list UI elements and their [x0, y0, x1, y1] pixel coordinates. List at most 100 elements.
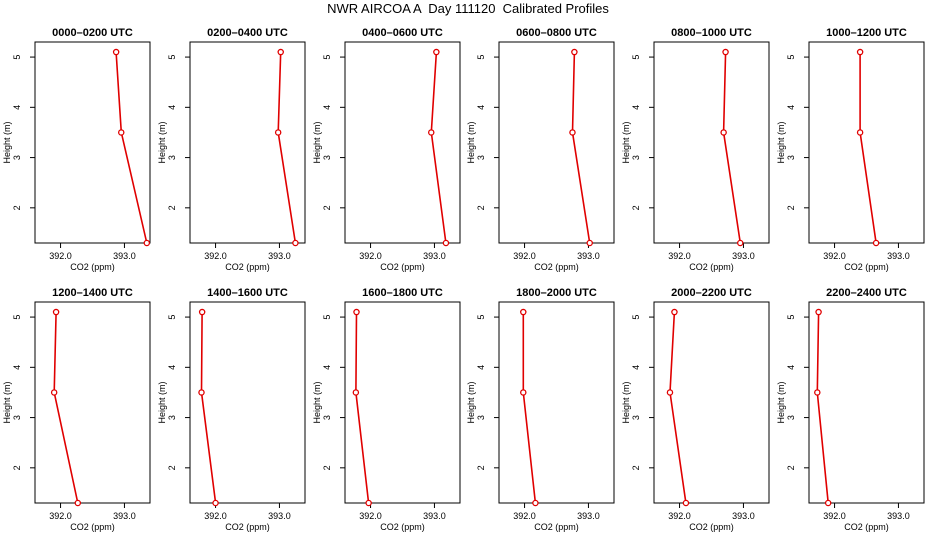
profile-point [442, 239, 450, 247]
profile-point [433, 48, 440, 56]
profile-line [722, 52, 742, 244]
x-tick-label: 393.0 [423, 511, 446, 521]
x-tick-label: 392.0 [823, 511, 846, 521]
panel-title: 1400–1600 UTC [207, 287, 288, 299]
y-tick-label: 5 [476, 55, 486, 60]
y-tick-label: 4 [167, 105, 177, 110]
y-tick-label: 5 [322, 55, 332, 60]
profile-line [816, 312, 829, 504]
profile-point [352, 389, 360, 396]
y-tick-label: 3 [786, 415, 796, 420]
plot-frame [344, 301, 461, 504]
y-tick-label: 4 [167, 365, 177, 370]
x-tick-label: 393.0 [732, 511, 755, 521]
y-axis-label: Height (m) [776, 121, 786, 163]
y-tick-label: 4 [786, 105, 796, 110]
profile-point [824, 499, 832, 507]
profile-line [277, 52, 297, 244]
panel-title: 0800–1000 UTC [671, 27, 752, 39]
y-tick-label: 2 [12, 465, 22, 470]
y-axis-label: Height (m) [157, 381, 167, 423]
profile-line [859, 52, 877, 244]
y-tick-label: 4 [631, 105, 641, 110]
plot-frame [808, 301, 925, 504]
plot-frame [34, 301, 151, 504]
y-axis-label: Height (m) [466, 381, 476, 423]
profile-point [212, 499, 219, 507]
profile-point [50, 389, 58, 396]
x-tick-label: 393.0 [887, 511, 910, 521]
profile-point [532, 499, 539, 507]
y-tick-label: 3 [167, 155, 177, 160]
x-tick-label: 393.0 [577, 251, 600, 261]
y-tick-label: 3 [12, 415, 22, 420]
y-tick-label: 4 [476, 105, 486, 110]
y-tick-label: 3 [476, 415, 486, 420]
y-tick-label: 5 [786, 55, 796, 60]
profile-point [74, 499, 82, 507]
panel-title: 1000–1200 UTC [826, 27, 907, 39]
x-tick-label: 392.0 [204, 251, 227, 261]
y-tick-label: 5 [786, 315, 796, 320]
y-axis-label: Height (m) [621, 381, 631, 423]
x-axis-label: CO2 (ppm) [380, 522, 425, 532]
y-axis-label: Height (m) [621, 121, 631, 163]
plot-frame [189, 301, 306, 504]
y-tick-label: 3 [322, 415, 332, 420]
y-tick-label: 4 [322, 365, 332, 370]
profile-point [856, 48, 864, 56]
profile-point [586, 239, 593, 247]
y-tick-label: 5 [167, 315, 177, 320]
x-axis-label: CO2 (ppm) [70, 522, 115, 532]
panel-title: 0400–0600 UTC [362, 27, 443, 39]
profile-point [737, 239, 744, 247]
profile-line [115, 52, 148, 244]
x-tick-label: 392.0 [513, 251, 536, 261]
x-tick-label: 393.0 [113, 251, 136, 261]
y-tick-label: 2 [322, 205, 332, 210]
plot-frame [189, 41, 306, 244]
profile-point [292, 239, 299, 247]
y-axis-label: Height (m) [312, 121, 322, 163]
y-tick-label: 2 [167, 465, 177, 470]
profile-point [198, 308, 206, 316]
profile-line [669, 312, 687, 504]
profile-line [430, 52, 447, 244]
panel-title: 0600–0800 UTC [516, 27, 597, 39]
plot-frame [34, 41, 151, 244]
panel-title: 1800–2000 UTC [516, 287, 597, 299]
y-tick-label: 3 [12, 155, 22, 160]
y-tick-label: 4 [476, 365, 486, 370]
profile-point [365, 499, 372, 507]
profile-point [520, 389, 527, 396]
profile-point [856, 129, 864, 136]
y-tick-label: 5 [12, 55, 22, 60]
profile-line [571, 52, 591, 244]
panel-title: 1200–1400 UTC [52, 287, 133, 299]
x-tick-label: 393.0 [887, 251, 910, 261]
x-axis-label: CO2 (ppm) [380, 262, 425, 272]
y-tick-label: 2 [786, 465, 796, 470]
panel-title: 0000–0200 UTC [52, 27, 133, 39]
y-tick-label: 3 [631, 155, 641, 160]
profile-line [53, 312, 79, 504]
x-axis-label: CO2 (ppm) [534, 522, 579, 532]
profile-point [112, 48, 120, 56]
profile-point [571, 48, 578, 56]
panel-title: 0200–0400 UTC [207, 27, 288, 39]
profile-point [872, 239, 880, 247]
y-tick-label: 4 [631, 365, 641, 370]
profile-point [277, 48, 284, 56]
y-axis-label: Height (m) [2, 381, 12, 423]
y-axis-label: Height (m) [2, 121, 12, 163]
y-tick-label: 2 [167, 205, 177, 210]
x-tick-label: 392.0 [204, 511, 227, 521]
plot-frame [808, 41, 925, 244]
y-tick-label: 3 [631, 415, 641, 420]
y-tick-label: 5 [631, 55, 641, 60]
